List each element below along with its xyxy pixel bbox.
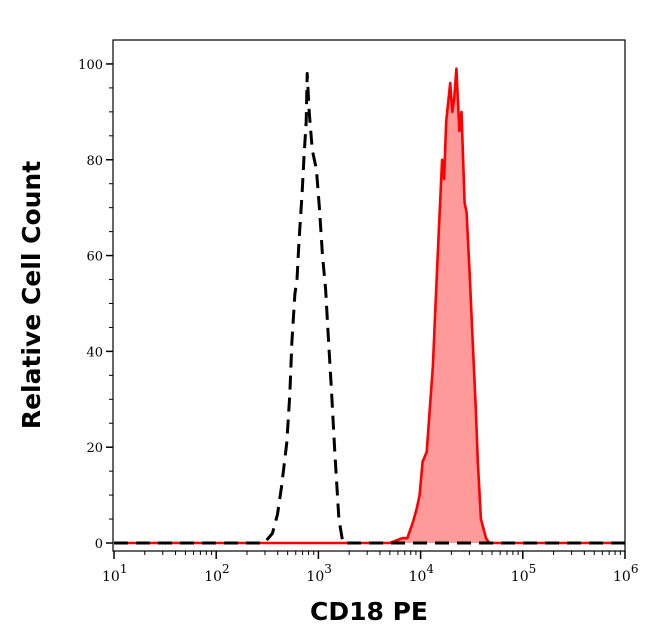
x-tick-base: 10 <box>306 569 324 585</box>
x-tick-exponent: 1 <box>120 562 128 576</box>
y-tick-label: 40 <box>86 345 103 360</box>
y-axis-title: Relative Cell Count <box>17 161 46 429</box>
x-tick-label: 102 <box>204 562 229 585</box>
x-tick-exponent: 4 <box>426 562 434 576</box>
x-tick-label: 106 <box>613 562 638 585</box>
x-tick-exponent: 3 <box>324 562 332 576</box>
x-tick-base: 10 <box>511 569 529 585</box>
y-tick-label: 60 <box>86 250 103 265</box>
x-tick-label: 104 <box>409 562 435 585</box>
y-tick-label: 100 <box>78 58 103 73</box>
x-tick-exponent: 5 <box>529 562 537 576</box>
x-axis-title: CD18 PE <box>310 597 428 626</box>
x-tick-label: 101 <box>102 562 127 585</box>
series-line-0 <box>114 72 625 545</box>
x-tick-base: 10 <box>613 569 631 585</box>
y-tick-label: 0 <box>95 537 103 552</box>
y-tick-label: 80 <box>86 154 103 169</box>
x-tick-label: 105 <box>511 562 536 585</box>
x-tick-label: 103 <box>306 562 331 585</box>
plot-frame <box>112 39 626 552</box>
x-tick-base: 10 <box>102 569 120 585</box>
x-tick-exponent: 2 <box>222 562 230 576</box>
y-tick-label: 20 <box>86 441 103 456</box>
x-tick-base: 10 <box>409 569 427 585</box>
series-fill-1 <box>114 68 625 543</box>
x-tick-exponent: 6 <box>631 562 639 576</box>
x-tick-base: 10 <box>204 569 222 585</box>
series-line-1 <box>114 67 625 545</box>
